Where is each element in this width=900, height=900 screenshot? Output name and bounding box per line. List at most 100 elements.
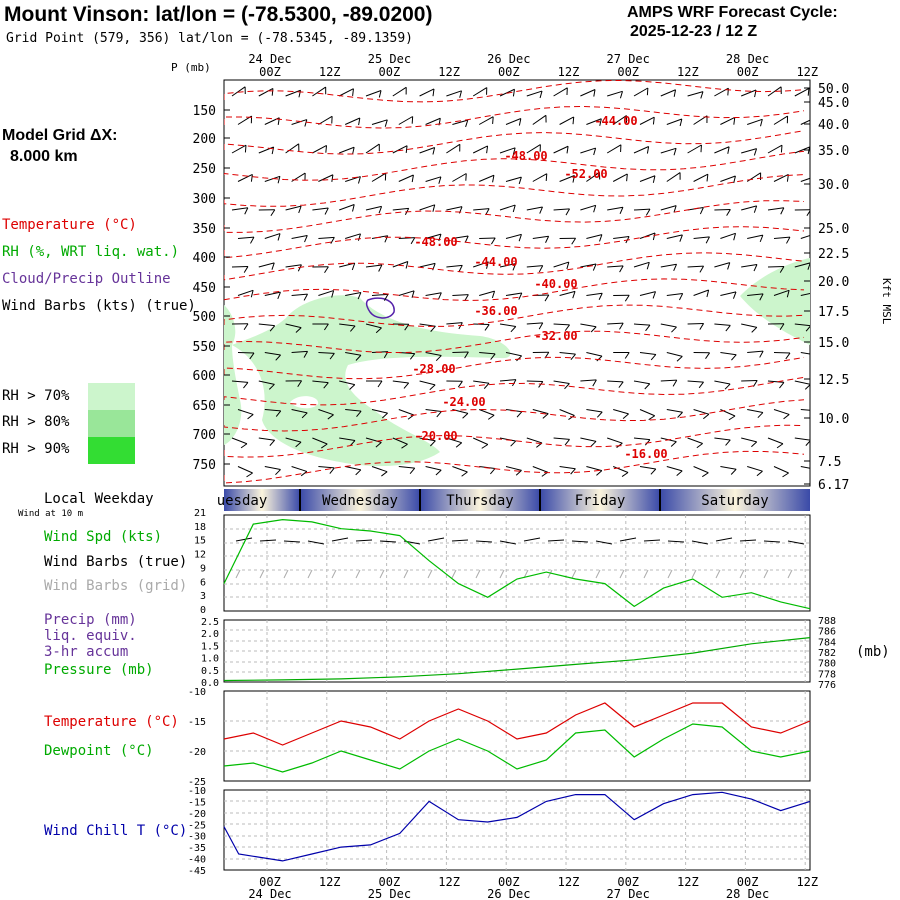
wind-barb-flag	[699, 323, 705, 330]
bottom-date-label: 28 Dec	[726, 887, 769, 900]
wind-barb	[472, 437, 489, 445]
wind-barb	[258, 146, 274, 154]
wind-at-10m-label: Wind at 10 m	[18, 509, 84, 519]
wind-barb-flag	[779, 266, 785, 273]
wind-barb	[291, 350, 308, 353]
wind-barb	[687, 437, 703, 444]
wind-barb	[419, 88, 435, 97]
wind-barb-flag	[814, 176, 816, 183]
wind-barb	[237, 466, 253, 474]
kft-tick-label: 15.0	[818, 336, 849, 351]
cross-section-panel: -44.00 -48.00 -52.00 -48.00 -44.00 -40.00 -36.…	[193, 52, 850, 493]
wind-barb	[660, 323, 677, 328]
wind-barb	[660, 263, 677, 268]
tick-label: 776	[818, 680, 836, 691]
wind-barb	[425, 352, 442, 357]
wind-barb-flag	[571, 237, 577, 245]
surface-barb-grid	[235, 569, 241, 579]
wind-barb	[741, 148, 757, 154]
wind-barb-flag	[679, 234, 683, 242]
wind-barb	[633, 261, 650, 268]
temperature-frame	[223, 690, 811, 782]
wind-barb-flag	[409, 467, 416, 475]
wind-barb	[720, 175, 736, 182]
wind-barb	[693, 173, 709, 182]
wind-barb	[553, 323, 570, 326]
wind-speed-line	[223, 518, 811, 610]
wind-barb-flag	[512, 379, 517, 387]
wind-barb	[312, 437, 328, 445]
wind-barb	[741, 264, 758, 268]
wind-barb	[452, 294, 469, 296]
wind-barb-flag	[644, 439, 651, 446]
wind-barb-flag	[429, 384, 436, 391]
wind-barb	[747, 234, 763, 239]
wind-barb	[559, 409, 575, 416]
wind-barb-flag	[518, 118, 522, 126]
wind-barb	[479, 237, 496, 239]
tick-label: 0.5	[201, 666, 219, 677]
rh80-swatch	[88, 410, 135, 437]
wind-barb	[526, 90, 543, 97]
wind-barb	[794, 146, 810, 154]
tick-label: 12	[194, 550, 206, 561]
top-date-label: 28 Dec	[726, 52, 769, 66]
wind-speed-label: Wind Spd (kts)	[44, 529, 163, 545]
wind-barb-flag	[759, 234, 764, 243]
wind-barb-flag	[593, 205, 597, 213]
legend-temperature: Temperature (°C)	[2, 217, 137, 233]
wind-barb	[237, 236, 254, 239]
wind-barb-flag	[430, 325, 436, 332]
wind-barb-flag	[405, 145, 408, 153]
wind-barb	[553, 437, 570, 440]
wind-barb-flag	[518, 234, 522, 242]
wind-barb-flag	[780, 145, 783, 153]
tick-label: 9	[200, 563, 206, 574]
wind-barb	[237, 174, 253, 182]
bottom-date-label: 25 Dec	[368, 887, 411, 900]
surface-barb-true	[667, 540, 685, 543]
tick-label: 0	[200, 605, 206, 616]
wind-barb-flag	[271, 88, 274, 96]
wind-barb	[452, 173, 467, 182]
wind-barb	[419, 323, 436, 327]
wind-barb-flag	[596, 355, 603, 362]
wind-barb-flag	[512, 147, 516, 155]
temperature-contour	[224, 330, 805, 354]
surface-barb-true	[427, 537, 445, 542]
wind-barb-flag	[246, 472, 253, 478]
wind-barb	[318, 115, 333, 125]
wind-barb	[800, 177, 810, 182]
wind-barb	[607, 380, 624, 383]
wind-barb	[398, 466, 415, 469]
wind-barb-flag	[298, 205, 302, 214]
wind-barb	[339, 146, 355, 154]
surface-barb-grid	[667, 569, 673, 579]
temperature-contour	[224, 450, 805, 484]
surface-barb-grid	[787, 569, 793, 579]
wind-barb	[639, 352, 656, 355]
surface-barb-grid	[427, 569, 433, 579]
wind-barb-flag	[782, 472, 789, 478]
wind-barb-flag	[355, 469, 362, 476]
wind-barb-flag	[381, 412, 388, 419]
tick-label: 1.0	[201, 654, 219, 665]
wind-barb-flag	[349, 384, 356, 390]
wind-barb-flag	[349, 440, 356, 447]
wind-barb-flag	[410, 237, 416, 245]
wind-barb	[580, 437, 597, 442]
wind-barb	[446, 437, 462, 444]
temperature-contour-label: -52.00	[564, 167, 607, 181]
wind-barb	[499, 263, 516, 268]
wind-barb	[666, 118, 683, 125]
wind-barb-flag	[676, 356, 683, 362]
wind-barb	[639, 291, 656, 296]
wind-barb	[258, 380, 275, 385]
forecast-cycle-value: 2025-12-23 / 12 Z	[630, 23, 758, 40]
wind-barb-flag	[733, 233, 737, 241]
wind-barb	[633, 437, 650, 441]
wind-barb-flag	[277, 291, 281, 300]
wind-barb-flag	[269, 439, 276, 446]
surface-barb-grid	[763, 569, 769, 579]
kft-tick-label: 40.0	[818, 118, 849, 133]
